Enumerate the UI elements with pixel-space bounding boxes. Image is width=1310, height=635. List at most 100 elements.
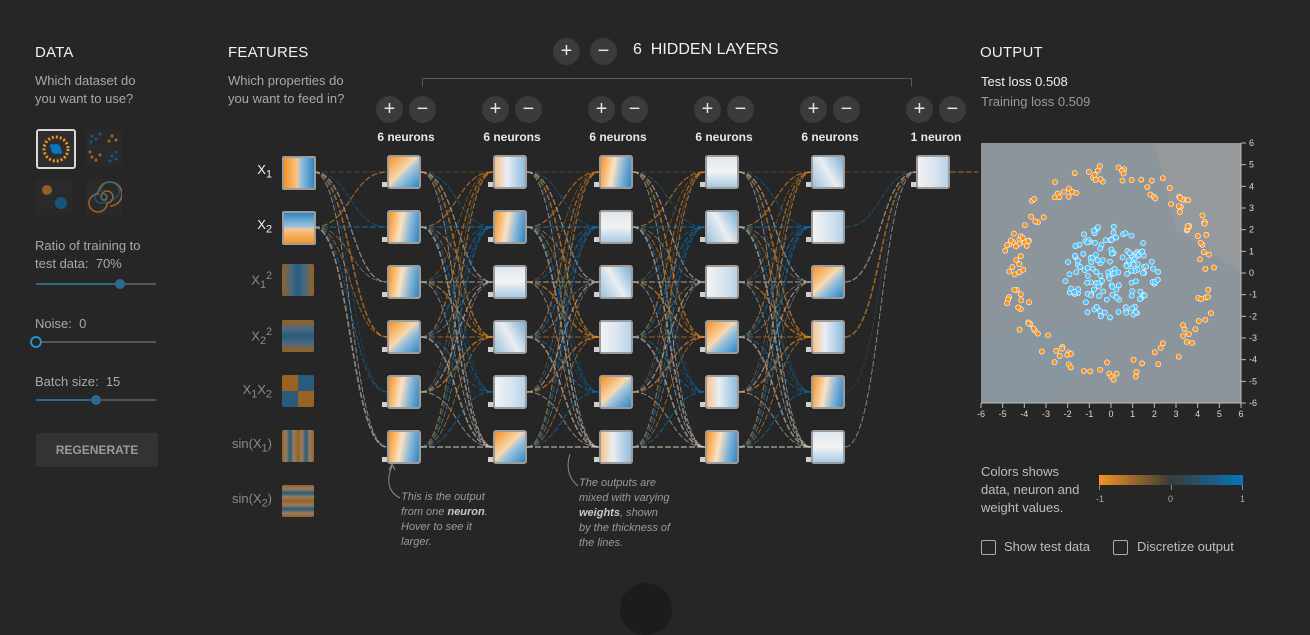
noise-slider-thumb[interactable] — [30, 336, 42, 348]
weight-link[interactable] — [738, 171, 812, 338]
weight-link[interactable] — [420, 171, 494, 228]
weight-link[interactable] — [632, 336, 706, 448]
neuron-bias-marker[interactable] — [806, 402, 811, 407]
layer-5-add-neuron-button[interactable]: + — [800, 96, 827, 123]
neuron-bias-marker[interactable] — [594, 402, 599, 407]
noise-slider[interactable] — [30, 336, 156, 348]
weight-link[interactable] — [632, 171, 706, 228]
weight-link[interactable] — [738, 226, 812, 448]
feature-sin-x2[interactable] — [282, 485, 314, 517]
weight-link[interactable] — [738, 391, 812, 448]
weight-link[interactable] — [420, 281, 494, 393]
weight-link[interactable] — [526, 226, 600, 448]
neuron-l2-n5[interactable] — [493, 375, 527, 409]
neuron-bias-marker[interactable] — [700, 237, 705, 242]
weight-link[interactable] — [632, 226, 706, 283]
weight-link[interactable] — [420, 226, 494, 283]
neuron-bias-marker[interactable] — [700, 347, 705, 352]
weight-link[interactable] — [420, 336, 494, 448]
weight-link[interactable] — [844, 171, 917, 393]
neuron-bias-marker[interactable] — [488, 182, 493, 187]
layer-5-remove-neuron-button[interactable]: − — [833, 96, 860, 123]
weight-link[interactable] — [738, 281, 812, 338]
weight-link[interactable] — [420, 171, 494, 283]
neuron-l5-n4[interactable] — [811, 320, 845, 354]
neuron-l1-n3[interactable] — [387, 265, 421, 299]
weight-link[interactable] — [313, 226, 388, 283]
weight-link[interactable] — [632, 281, 706, 338]
layer-6-add-neuron-button[interactable]: + — [906, 96, 933, 123]
weight-link[interactable] — [632, 171, 706, 393]
feature-x2[interactable] — [282, 211, 316, 245]
weight-link[interactable] — [526, 226, 600, 283]
neuron-l3-n3[interactable] — [599, 265, 633, 299]
layer-1-add-neuron-button[interactable]: + — [376, 96, 403, 123]
weight-link[interactable] — [738, 281, 812, 448]
neuron-l4-n5[interactable] — [705, 375, 739, 409]
feature-sin-x1[interactable] — [282, 430, 314, 462]
layer-3-add-neuron-button[interactable]: + — [588, 96, 615, 123]
neuron-bias-marker[interactable] — [594, 182, 599, 187]
neuron-l3-n1[interactable] — [599, 155, 633, 189]
weight-link[interactable] — [526, 391, 600, 448]
neuron-bias-marker[interactable] — [700, 182, 705, 187]
neuron-bias-marker[interactable] — [806, 457, 811, 462]
weight-link[interactable] — [738, 391, 812, 448]
weight-link[interactable] — [526, 391, 600, 448]
weight-link[interactable] — [738, 226, 812, 448]
neuron-l4-n1[interactable] — [705, 155, 739, 189]
weight-link[interactable] — [738, 281, 812, 338]
neuron-l3-n5[interactable] — [599, 375, 633, 409]
weight-link[interactable] — [313, 226, 388, 448]
show-test-data-checkbox[interactable] — [981, 540, 996, 555]
neuron-l3-n6[interactable] — [599, 430, 633, 464]
dataset-spiral-thumb[interactable] — [86, 179, 122, 215]
weight-link[interactable] — [420, 171, 494, 393]
layer-6-remove-neuron-button[interactable]: − — [939, 96, 966, 123]
weight-link[interactable] — [420, 336, 494, 393]
weight-link[interactable] — [844, 171, 917, 283]
weight-link[interactable] — [420, 226, 494, 448]
neuron-bias-marker[interactable] — [594, 457, 599, 462]
weight-link[interactable] — [526, 171, 600, 338]
output-heatmap[interactable]: -6 -5 -4 -3 -2 -1 0 1 2 3 4 5 6 6 5 4 3 2 1 0 -1 -2 -3 -4 -5 -6 — [976, 136, 1276, 426]
weight-link[interactable] — [738, 336, 812, 393]
weight-link[interactable] — [738, 336, 812, 393]
weight-link[interactable] — [632, 336, 706, 393]
feature-x1[interactable] — [282, 156, 316, 190]
neuron-bias-marker[interactable] — [488, 457, 493, 462]
weight-link[interactable] — [526, 171, 600, 228]
neuron-bias-marker[interactable] — [806, 237, 811, 242]
weight-link[interactable] — [738, 171, 812, 228]
neuron-l4-n4[interactable] — [705, 320, 739, 354]
weight-link[interactable] — [844, 171, 917, 448]
neuron-l2-n6[interactable] — [493, 430, 527, 464]
weight-link[interactable] — [420, 171, 494, 393]
neuron-l3-n2[interactable] — [599, 210, 633, 244]
neuron-l4-n2[interactable] — [705, 210, 739, 244]
neuron-bias-marker[interactable] — [382, 457, 387, 462]
weight-link[interactable] — [632, 391, 706, 448]
weight-link[interactable] — [738, 171, 812, 228]
weight-link[interactable] — [738, 171, 812, 283]
weight-link[interactable] — [738, 226, 812, 283]
weight-link[interactable] — [738, 336, 812, 448]
neuron-bias-marker[interactable] — [382, 402, 387, 407]
weight-link[interactable] — [632, 171, 706, 448]
weight-link[interactable] — [632, 171, 706, 393]
weight-link[interactable] — [738, 226, 812, 338]
weight-link[interactable] — [632, 391, 706, 448]
weight-link[interactable] — [420, 226, 494, 338]
neuron-bias-marker[interactable] — [382, 237, 387, 242]
weight-link[interactable] — [632, 226, 706, 448]
layer-3-remove-neuron-button[interactable]: − — [621, 96, 648, 123]
weight-link[interactable] — [632, 281, 706, 338]
weight-link[interactable] — [632, 336, 706, 393]
weight-link[interactable] — [738, 281, 812, 393]
weight-link[interactable] — [526, 171, 600, 448]
weight-link[interactable] — [738, 171, 812, 393]
neuron-bias-marker[interactable] — [911, 182, 916, 187]
weight-link[interactable] — [526, 281, 600, 448]
weight-link[interactable] — [313, 171, 388, 338]
layer-4-add-neuron-button[interactable]: + — [694, 96, 721, 123]
